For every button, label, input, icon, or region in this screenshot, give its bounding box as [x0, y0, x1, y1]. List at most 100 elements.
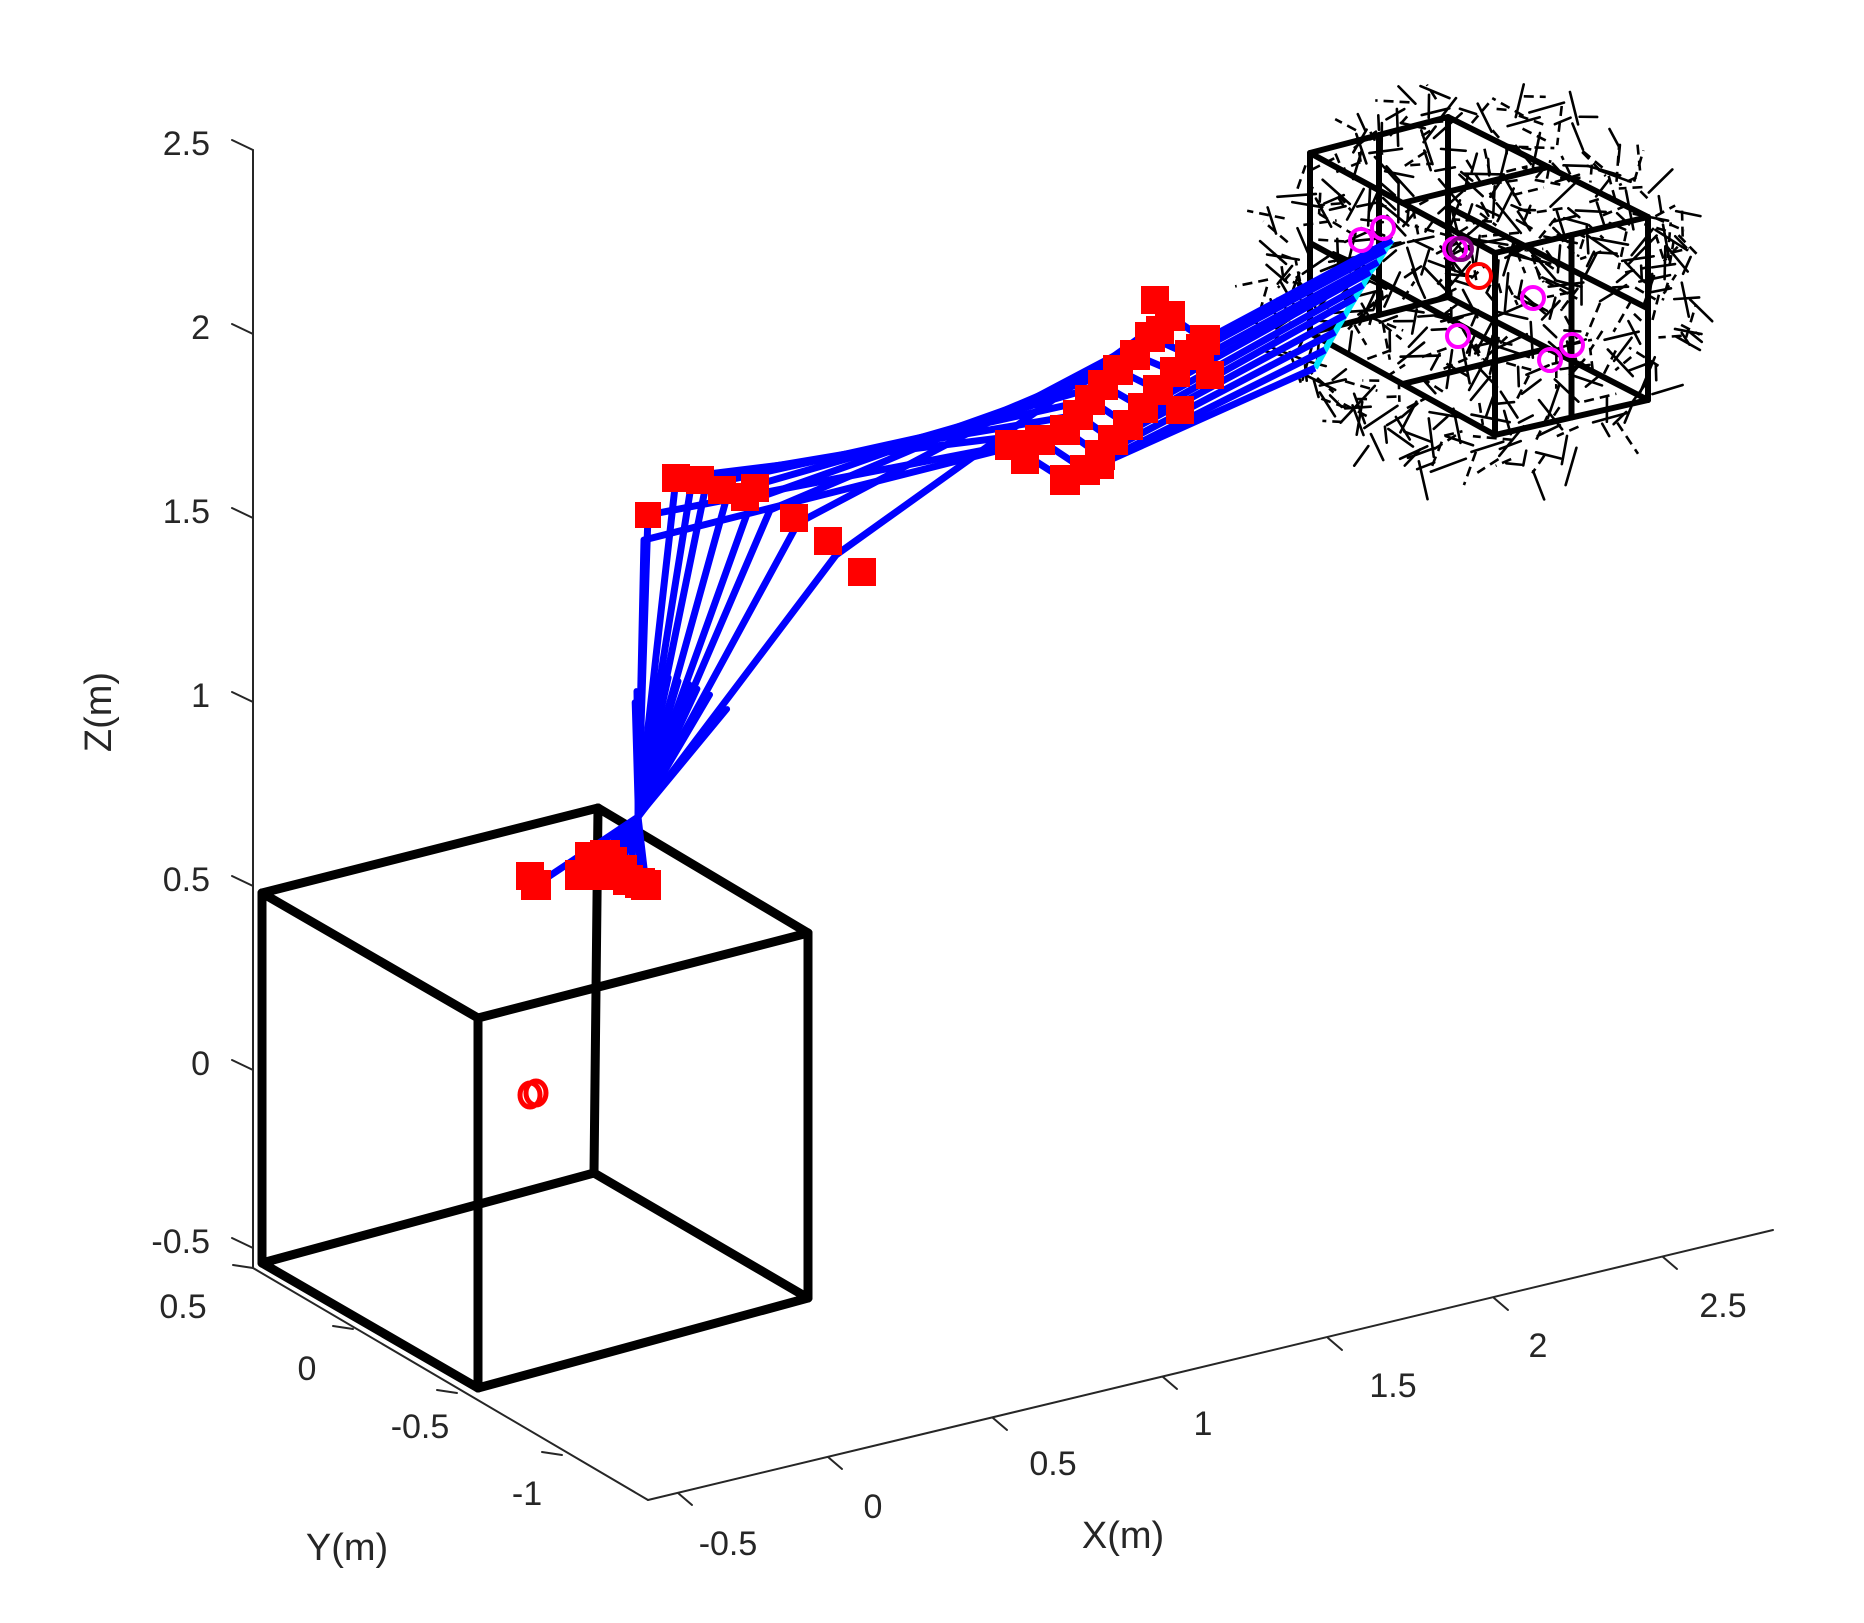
x-tick	[1162, 1376, 1178, 1390]
arm-trajectory	[534, 236, 1395, 888]
goal-cloud-segment	[1606, 348, 1635, 378]
goal-cloud-segment	[1472, 434, 1513, 442]
goal-cloud-segment	[1495, 275, 1503, 294]
goal-cloud-segment	[1551, 214, 1577, 224]
goal-cloud-segment	[1549, 179, 1580, 208]
z-axis-title: Z(m)	[78, 672, 120, 752]
goal-cloud-segment	[1516, 365, 1521, 388]
goal-cloud-segment	[1658, 334, 1682, 339]
arm-link	[592, 328, 1337, 873]
joint-marker	[1146, 316, 1174, 344]
target-point	[1537, 347, 1563, 373]
goal-cloud-segment	[1673, 234, 1688, 249]
goal-cloud-segment	[1470, 102, 1490, 125]
goal-cloud-segment	[1531, 257, 1552, 265]
goal-cloud-segment	[1312, 238, 1345, 243]
goal-cloud-segment	[1491, 107, 1507, 112]
goal-cloud-segment	[1463, 172, 1506, 176]
goal-cloud-segment	[1406, 235, 1435, 244]
goal-cloud-segment	[1331, 368, 1348, 382]
goal-cloud-segment	[1318, 391, 1337, 418]
y-tick	[541, 1451, 563, 1456]
goal-cloud-segment	[1385, 107, 1406, 121]
goal-cloud-segment	[1433, 432, 1459, 451]
goal-cloud-segment	[1581, 151, 1607, 178]
y-tick	[232, 1264, 254, 1269]
goal-cloud-segment	[1383, 169, 1415, 179]
goal-cloud-segment	[1439, 147, 1467, 153]
goal-cloud-segment	[1432, 415, 1449, 431]
goal-cloud-segment	[1556, 425, 1579, 438]
goal-cloud-segment	[1321, 178, 1352, 206]
goal-cloud-segment	[1534, 178, 1563, 187]
goal-cloud-segment	[1420, 249, 1431, 276]
y-tick-label: 0	[298, 1350, 317, 1388]
y-tick-label: -0.5	[391, 1408, 450, 1446]
goal-cloud-segment	[1333, 191, 1345, 207]
start-box-edge	[589, 1168, 813, 1303]
joint-marker	[1011, 446, 1039, 474]
goal-cloud-segment	[1506, 115, 1542, 128]
goal-cloud-segment	[1371, 316, 1404, 332]
goal-cloud-segment	[1651, 383, 1684, 396]
goal-cloud-segment	[1417, 129, 1431, 140]
goal-cloud-segment	[1672, 247, 1689, 254]
z-tick-label: 2.5	[163, 125, 210, 163]
goal-cloud-segment	[1555, 105, 1564, 146]
z-tick-label: -0.5	[151, 1223, 210, 1261]
goal-cloud-segment	[1576, 238, 1585, 258]
goal-cloud-segment	[1587, 223, 1605, 240]
goal-cloud-segment	[1344, 380, 1378, 392]
goal-cloud-segment	[1568, 373, 1604, 387]
goal-cloud-segment	[1429, 457, 1468, 474]
goal-cloud-segment	[1505, 461, 1523, 467]
goal-cloud-segment	[1521, 449, 1528, 467]
goal-cloud-segment	[1583, 392, 1617, 403]
goal-cloud-segment	[1356, 112, 1367, 132]
joint-marker	[1086, 451, 1114, 479]
goal-cloud-segment	[1584, 253, 1598, 276]
goal-cloud-segment	[1376, 114, 1381, 132]
joint-marker	[1196, 361, 1224, 389]
goal-box-edge	[1399, 345, 1551, 387]
goal-cloud-segment	[1600, 422, 1611, 438]
start-box-edge	[473, 1293, 813, 1393]
goal-cloud-segment	[1427, 417, 1436, 459]
goal-cloud-segment	[1474, 234, 1482, 266]
goal-cloud-segment	[1394, 415, 1412, 441]
goal-cloud-segment	[1585, 250, 1596, 268]
goal-cloud-segment	[1529, 251, 1542, 280]
goal-cloud-segment	[1476, 458, 1500, 474]
goal-cloud-segment	[1534, 165, 1548, 179]
y-tick-label: -1	[512, 1475, 542, 1513]
z-tick	[231, 1059, 254, 1071]
goal-cloud-segment	[1491, 96, 1525, 117]
goal-cloud-segment	[1375, 99, 1410, 104]
goal-cloud-segment	[1553, 116, 1572, 126]
goal-cloud-segment	[1366, 348, 1392, 361]
goal-cloud-segment	[1351, 404, 1365, 437]
goal-cloud-segment	[1470, 152, 1479, 174]
goal-cloud-segment	[1588, 330, 1604, 352]
goal-cloud-segment	[1523, 95, 1546, 99]
start-box-edge	[257, 888, 483, 1023]
joint-marker	[1141, 286, 1169, 314]
goal-cloud-segment	[1470, 413, 1511, 424]
goal-cloud-segment	[1503, 272, 1510, 313]
goal-cloud-segment	[1369, 432, 1385, 462]
goal-cloud-segment	[1677, 234, 1701, 258]
x-tick	[1327, 1337, 1343, 1351]
goal-cloud-segment	[1470, 254, 1478, 281]
tick-marks	[231, 139, 1678, 1506]
goal-cloud-segment	[1328, 204, 1347, 212]
z-tick-label: 1	[191, 677, 210, 715]
goal-cloud-segment	[1419, 84, 1451, 100]
goal-cloud-segment	[1366, 187, 1372, 227]
goal-cloud-segment	[1553, 278, 1583, 289]
goal-cloud-segment	[1651, 291, 1661, 321]
goal-cloud-segment	[1686, 329, 1704, 344]
goal-cloud-segment	[1555, 210, 1566, 236]
goal-cloud-segment	[1512, 186, 1545, 197]
goal-cloud-segment	[1581, 149, 1606, 171]
goal-cloud-segment	[1355, 400, 1364, 436]
